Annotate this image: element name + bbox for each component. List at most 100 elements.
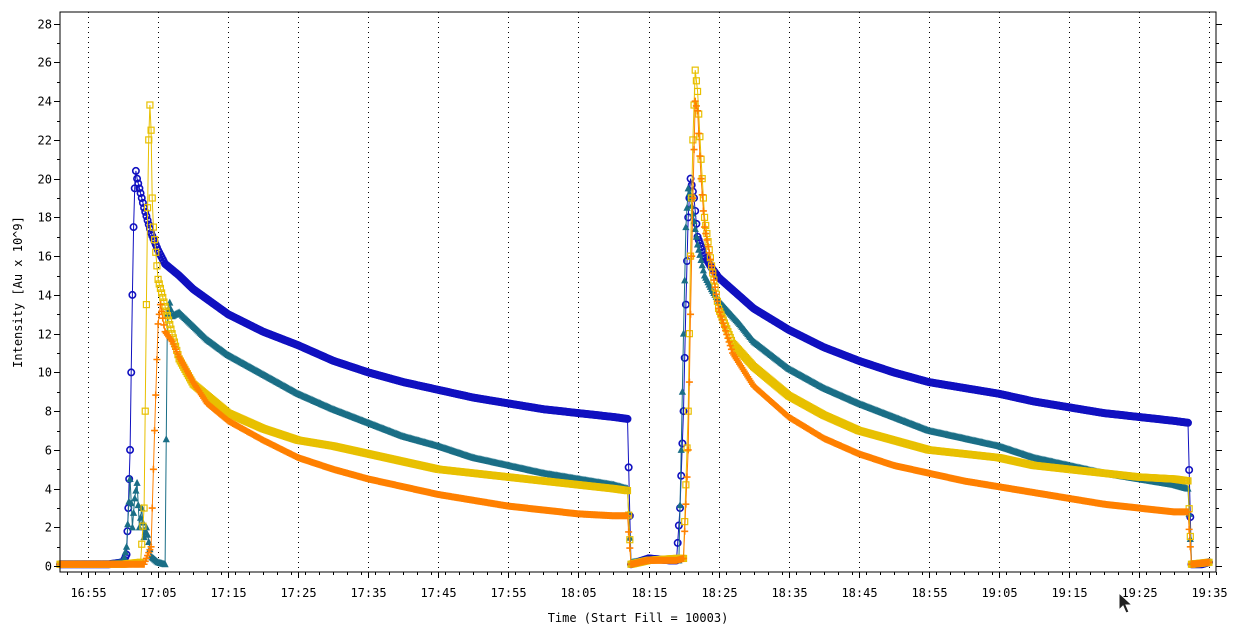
series-1-point <box>676 501 684 509</box>
series-2-point <box>145 136 153 144</box>
series-3-point <box>695 129 703 137</box>
series-2-point <box>143 204 152 212</box>
series-2-point <box>141 407 149 415</box>
series-3-point <box>625 528 633 536</box>
series-3-point <box>684 446 692 454</box>
series-0-point <box>133 174 142 183</box>
series-3-point <box>682 500 690 508</box>
series-3-point <box>160 321 168 329</box>
series-3-point <box>719 319 727 327</box>
series-2-point <box>702 221 710 230</box>
series-3-point <box>715 304 723 312</box>
series-1-point <box>126 474 134 482</box>
series-0-point <box>1185 465 1194 474</box>
y-tick-label: 0 <box>45 560 52 574</box>
series-3-point <box>701 223 709 231</box>
series-2-point <box>685 330 693 338</box>
series-3-point <box>727 345 735 353</box>
series-3-point <box>694 107 702 115</box>
series-0-point <box>673 538 682 547</box>
series-3-point <box>688 252 696 260</box>
series-3-point <box>680 554 688 562</box>
series-2-point <box>164 316 173 324</box>
y-axis-title: Intensity [Au x 10^9] <box>11 216 25 368</box>
x-tick-label: 17:55 <box>490 586 526 600</box>
y-tick-label: 18 <box>38 211 52 225</box>
series-3-point <box>697 175 705 183</box>
x-tick-label: 18:55 <box>911 586 947 600</box>
series-3-point <box>681 527 689 535</box>
series-1-point <box>133 478 141 486</box>
y-tick-label: 12 <box>38 328 52 342</box>
y-tick-label: 14 <box>38 289 52 303</box>
series-3-point <box>709 269 717 277</box>
y-tick-label: 22 <box>38 134 52 148</box>
series-0-point <box>125 474 134 483</box>
series-1-line <box>60 188 1210 565</box>
series-1-point <box>679 329 688 337</box>
series-2-point <box>691 66 699 74</box>
series-1 <box>56 184 1213 568</box>
series-0-point <box>128 290 137 299</box>
axis-layer: 16:55 17:05 17:15 17:25 17:35 17:45 17:55 18:05… <box>38 18 1228 601</box>
series-3-point <box>698 191 706 199</box>
series-3-point <box>147 543 155 551</box>
series-1-point <box>132 486 140 494</box>
x-tick-label: 17:35 <box>350 586 386 600</box>
series-2-point <box>689 136 697 144</box>
series-0-point <box>127 368 136 377</box>
y-tick-label: 20 <box>38 173 52 187</box>
series-3-point <box>683 473 691 481</box>
x-tick-label: 18:45 <box>841 586 877 600</box>
series-0 <box>55 166 1213 569</box>
series-3-point <box>724 334 732 342</box>
series-1-point <box>145 537 153 545</box>
series-2-point <box>140 504 148 512</box>
series-0-point <box>679 407 688 416</box>
series-3 <box>56 97 1213 568</box>
series-2-point <box>683 444 691 452</box>
x-tick-label: 19:15 <box>1051 586 1087 600</box>
series-3-point <box>720 323 728 331</box>
series-2-point <box>163 311 172 320</box>
series-0-point <box>623 414 632 423</box>
x-tick-label: 16:55 <box>70 586 106 600</box>
series-3-point <box>159 314 167 322</box>
series-1-point <box>684 184 692 192</box>
series-3-point <box>692 102 700 110</box>
series-1-point <box>697 256 705 264</box>
series-2-point <box>138 540 146 548</box>
x-tick-label: 18:05 <box>560 586 596 600</box>
series-2-point <box>682 481 690 489</box>
series-3-point <box>156 301 164 309</box>
x-tick-label: 19:25 <box>1121 586 1157 600</box>
series-2-point <box>153 262 161 270</box>
series-2-point <box>146 101 154 109</box>
series-1-point <box>143 530 152 538</box>
series-1-point <box>122 542 131 550</box>
series-layer <box>55 66 1213 569</box>
series-0-point <box>624 463 633 472</box>
x-tick-label: 17:45 <box>420 586 456 600</box>
series-2-point <box>623 487 632 495</box>
grid-layer <box>88 12 1210 572</box>
series-2-point <box>693 87 702 96</box>
series-3-point <box>623 512 631 520</box>
series-1-point <box>696 250 704 258</box>
series-1-point <box>136 513 145 521</box>
series-3-point <box>722 327 730 335</box>
series-3-point <box>626 544 634 552</box>
y-tick-label: 24 <box>38 95 52 109</box>
series-3-point <box>713 297 721 305</box>
series-2-point <box>692 77 700 85</box>
series-1-point <box>695 245 703 253</box>
series-0-point <box>137 194 146 203</box>
series-2-point <box>148 194 156 202</box>
series-0-line <box>60 170 1210 565</box>
series-0-point <box>674 521 683 530</box>
series-3-point <box>725 338 733 346</box>
series-3-point <box>1185 525 1193 533</box>
x-tick-label: 17:25 <box>280 586 316 600</box>
series-1-point <box>691 225 699 233</box>
